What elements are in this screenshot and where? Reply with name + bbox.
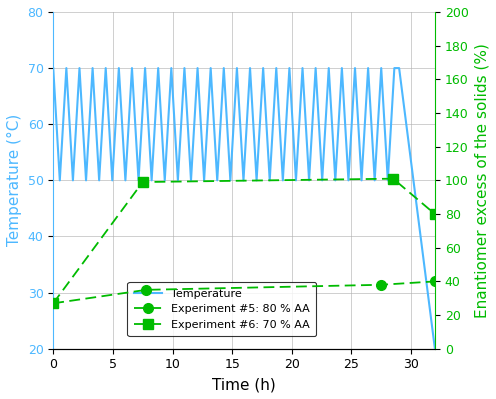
- Experiment #5: 80 % AA: (27.5, 38): 80 % AA: (27.5, 38): [378, 282, 384, 287]
- Temperature: [182, 66, 187, 71]
- Experiment #6: 70 % AA: (0, 27): 70 % AA: (0, 27): [50, 301, 56, 306]
- Line: Experiment #6: 70 % AA: Experiment #6: 70 % AA: [49, 174, 440, 308]
- Experiment #6: 70 % AA: (7.5, 99): 70 % AA: (7.5, 99): [140, 180, 146, 184]
- Line: Experiment #5: 80 % AA: Experiment #5: 80 % AA: [49, 277, 440, 308]
- Experiment #5: 80 % AA: (0, 27): 80 % AA: (0, 27): [50, 301, 56, 306]
- Y-axis label: Temperature (°C): Temperature (°C): [7, 114, 22, 247]
- Temperature: [365, 66, 371, 71]
- Experiment #6: 70 % AA: (32, 80): 70 % AA: (32, 80): [432, 211, 438, 216]
- Temperature: [90, 66, 96, 71]
- Temperature: [50, 66, 56, 71]
- Experiment #5: 80 % AA: (32, 40): 80 % AA: (32, 40): [432, 279, 438, 284]
- Legend: Temperature, Experiment #5: 80 % AA, Experiment #6: 70 % AA: Temperature, Experiment #5: 80 % AA, Exp…: [127, 282, 316, 336]
- X-axis label: Time (h): Time (h): [212, 377, 276, 392]
- Y-axis label: Enantiomer excess of the solids (%): Enantiomer excess of the solids (%): [474, 43, 489, 318]
- Experiment #6: 70 % AA: (28.5, 101): 70 % AA: (28.5, 101): [390, 176, 396, 181]
- Temperature: [116, 66, 122, 71]
- Line: Temperature: Temperature: [53, 68, 435, 349]
- Temperature: [432, 346, 438, 351]
- Temperature: [135, 178, 141, 183]
- Temperature: [396, 66, 402, 71]
- Experiment #5: 80 % AA: (7.8, 35): 80 % AA: (7.8, 35): [143, 287, 149, 292]
